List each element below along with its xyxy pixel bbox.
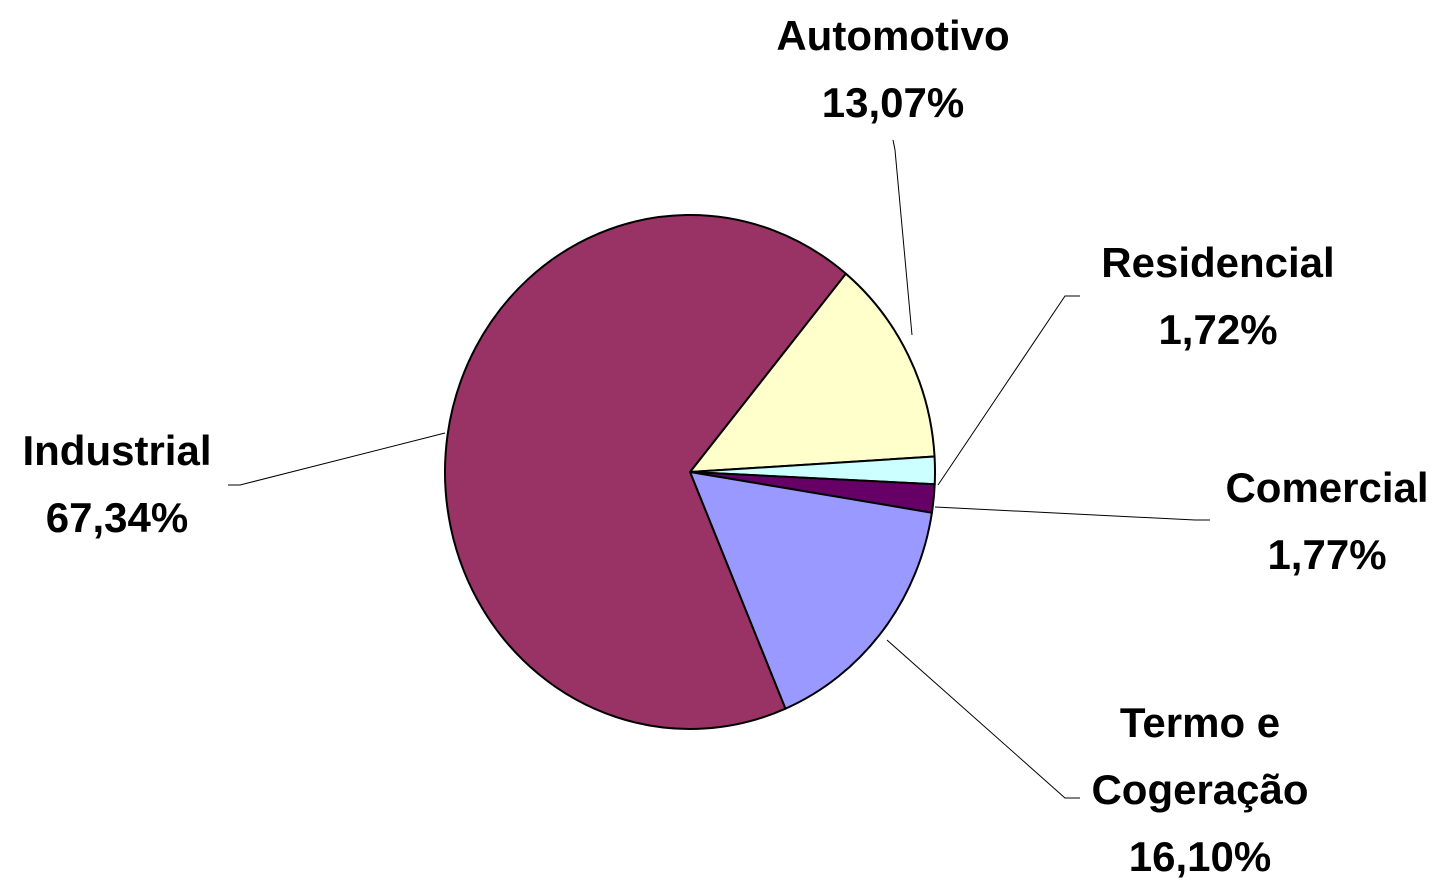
pie-slice	[689, 272, 936, 473]
slice-value-label: 67,34%	[45, 494, 189, 541]
pie-slice	[689, 471, 933, 710]
slice-label: Industrial	[22, 427, 212, 474]
slice-value-label: 13,07%	[821, 79, 965, 126]
slice-value-label: 1,72%	[1158, 306, 1278, 353]
leader-line	[937, 295, 1080, 486]
leader-line	[886, 639, 1080, 799]
leader-lines	[228, 139, 1210, 799]
slice-label: Comercial	[1225, 464, 1429, 511]
leader-line	[892, 139, 913, 336]
leader-line	[934, 506, 1210, 521]
slice-label: Residencial	[1101, 239, 1335, 286]
slice-label: Termo e Cogeração	[1091, 699, 1309, 813]
slice-value-label: 1,77%	[1267, 531, 1387, 578]
slice-value-label: 16,10%	[1128, 833, 1272, 880]
slice-label: Automotivo	[776, 12, 1010, 59]
leader-line	[228, 432, 446, 486]
pie-slice	[444, 214, 847, 730]
